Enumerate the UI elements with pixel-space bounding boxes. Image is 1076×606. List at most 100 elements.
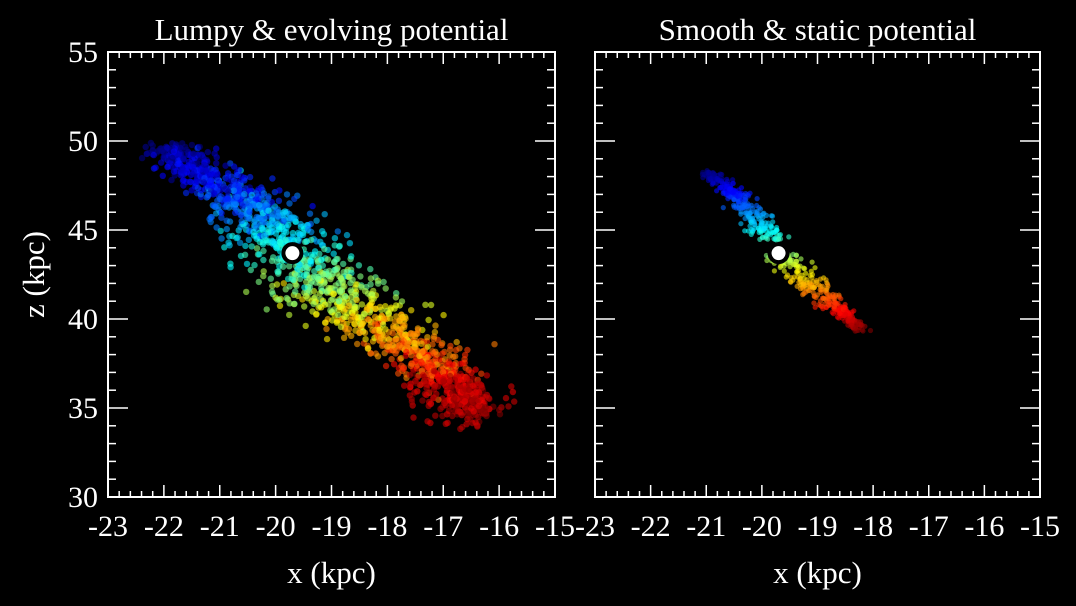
x-tick-label: -20 — [742, 510, 782, 543]
stream-particle — [479, 393, 486, 400]
stream-particle — [274, 212, 282, 220]
stream-particle — [168, 176, 175, 184]
stream-particle — [700, 169, 706, 175]
stream-particle — [731, 189, 737, 195]
stream-particle — [805, 288, 811, 294]
panel-1: -23 -22 -21 -20 -19 -18 -17 -16 -15 30 35 40 45 50 55 L… — [16, 12, 575, 590]
stream-particle — [459, 387, 466, 395]
stream-particle — [437, 366, 445, 373]
stream-particle — [258, 224, 266, 232]
stream-particle — [248, 191, 255, 199]
stream-particle — [371, 313, 379, 321]
stream-particle — [452, 353, 459, 360]
stream-particle — [250, 228, 257, 236]
stream-particle — [313, 238, 320, 245]
stream-particle — [313, 217, 320, 224]
stream-particle — [757, 236, 763, 242]
stream-particle — [274, 206, 281, 213]
stream-particle — [218, 210, 225, 217]
x-tick-label: -19 — [798, 510, 838, 543]
stream-particle — [406, 381, 413, 388]
stream-particle — [265, 195, 272, 202]
stream-particle — [411, 389, 418, 396]
stream-particle — [186, 178, 194, 185]
stream-particle — [248, 243, 255, 250]
stream-particle — [213, 210, 220, 217]
stream-particle — [260, 272, 267, 280]
stream-particle — [442, 420, 449, 427]
stream-particle — [336, 242, 343, 250]
stream-particle — [801, 265, 807, 271]
stream-particle — [458, 411, 465, 419]
stream-particle — [754, 202, 760, 209]
stream-particle — [164, 163, 171, 171]
stream-particle — [367, 275, 375, 282]
stream-particle — [269, 175, 276, 182]
stream-particle — [238, 217, 245, 225]
stream-particle — [213, 224, 220, 231]
stream-particle — [243, 288, 250, 296]
y-tick-label: 40 — [68, 303, 98, 336]
stream-particle — [788, 279, 794, 285]
stream-particle — [505, 403, 512, 410]
stream-particle — [279, 263, 287, 270]
stream-particle — [299, 231, 307, 238]
stream-particle — [446, 372, 454, 380]
stream-particle — [253, 245, 261, 252]
stream-particle — [349, 276, 356, 283]
stream-particle — [364, 315, 372, 323]
stream-particle — [238, 173, 245, 180]
stream-particle — [351, 320, 358, 328]
stream-particle — [354, 340, 361, 348]
stream-particle — [251, 261, 258, 269]
stream-particle — [802, 282, 808, 289]
x-tick-label: -18 — [853, 510, 893, 543]
stream-particle — [303, 267, 311, 274]
stream-particle — [390, 347, 397, 354]
stream-particle — [391, 318, 399, 325]
stream-particle — [232, 209, 239, 216]
stream-particle — [204, 148, 211, 156]
stream-particle — [731, 202, 737, 208]
stream-particle — [302, 322, 309, 330]
stream-particle — [318, 304, 325, 311]
stream-particle — [427, 400, 435, 408]
stream-particle — [858, 322, 864, 328]
stream-particle — [184, 162, 192, 169]
stream-particle — [357, 273, 364, 280]
stream-particle — [313, 311, 320, 318]
x-tick-label: -16 — [479, 510, 519, 543]
stream-particle — [246, 173, 254, 181]
stream-particle — [275, 197, 283, 204]
stream-particle — [188, 187, 195, 194]
stream-particle — [817, 287, 823, 293]
stream-particle — [424, 334, 431, 341]
stream-particle — [408, 307, 415, 314]
stream-particle — [286, 200, 293, 207]
stream-particle — [809, 259, 815, 265]
stream-particle — [251, 202, 258, 209]
stream-particle — [768, 213, 775, 219]
stream-particle — [422, 301, 429, 308]
stream-particle — [335, 311, 342, 318]
stream-particle — [327, 285, 334, 292]
stream-particle — [308, 258, 315, 265]
stream-particle — [430, 349, 437, 357]
progenitor-marker — [281, 242, 304, 265]
stream-particle — [194, 178, 201, 186]
stream-particle — [309, 202, 316, 210]
stream-particle — [791, 274, 797, 280]
stream-particle — [276, 187, 283, 194]
stream-particle — [329, 295, 336, 303]
stream-particle — [305, 225, 312, 233]
stream-particle — [393, 313, 400, 320]
stream-particle — [260, 190, 268, 197]
stream-particle — [379, 321, 387, 328]
stream-particle — [201, 161, 208, 168]
stream-particle — [269, 237, 276, 244]
stream-particle — [433, 390, 440, 398]
stream-particle — [451, 395, 458, 402]
stream-particle — [200, 179, 207, 186]
y-tick-label: 35 — [68, 392, 98, 425]
stream-particle — [208, 182, 216, 189]
